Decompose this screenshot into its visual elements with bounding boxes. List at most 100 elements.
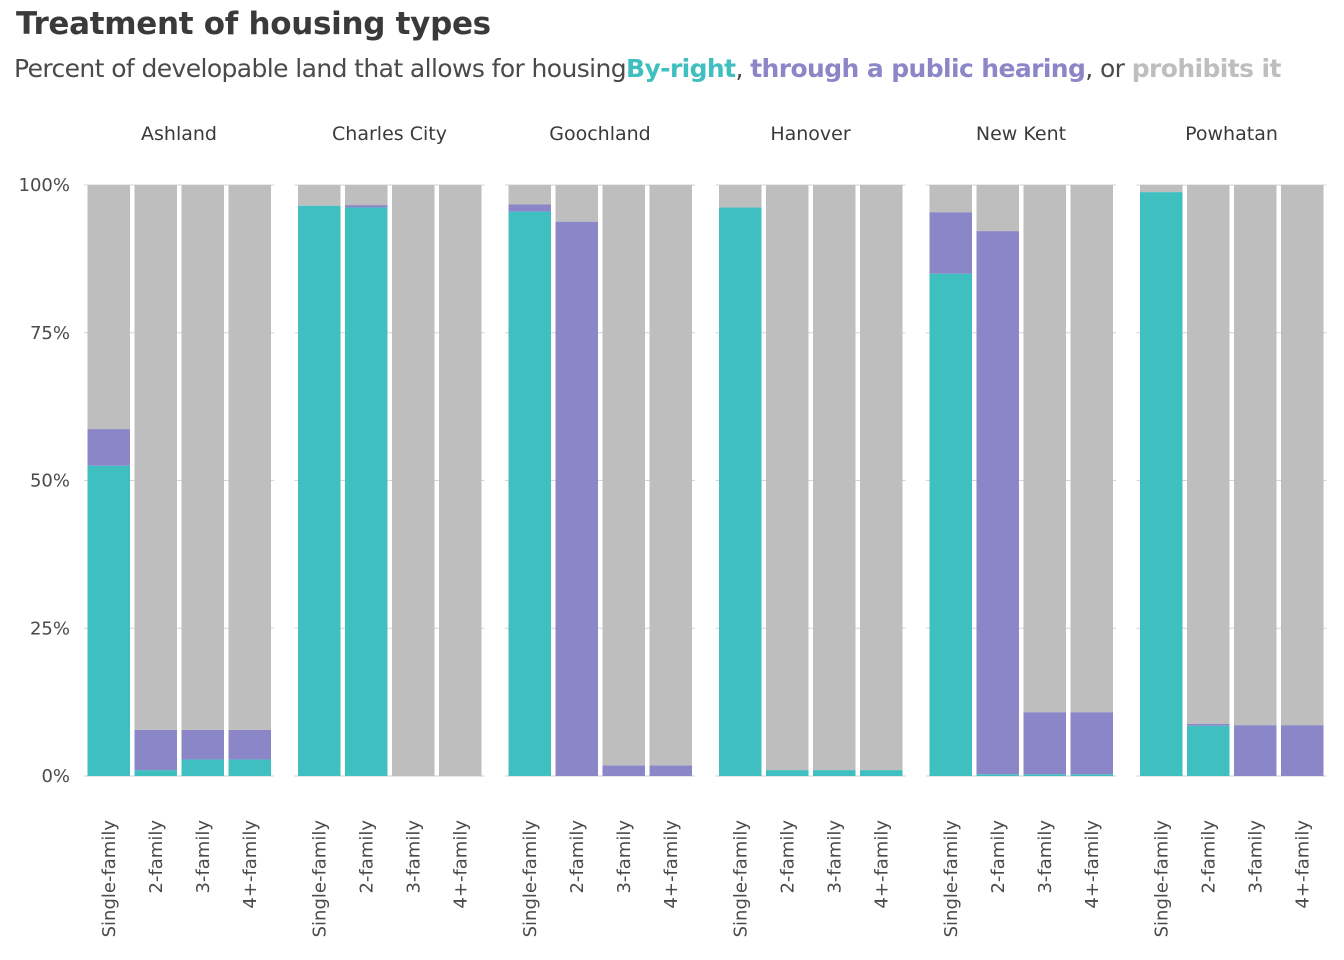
bar-hanover-4-family-by-right: [860, 770, 903, 776]
x-tick-label-new-kent-3-family: 3-family: [1035, 820, 1056, 894]
x-tick-label-hanover-4-family: 4+-family: [871, 820, 892, 909]
x-tick-label-hanover-single-family: Single-family: [730, 820, 751, 938]
bar-ashland-3-family-prohibits-it: [181, 185, 224, 730]
legend-byright: By-right: [626, 54, 736, 83]
bar-new-kent-2-family-through-a-public-hearing: [976, 231, 1019, 775]
bar-powhatan-4-family-prohibits-it: [1281, 185, 1324, 726]
chart-subtitle: Percent of developable land that allows …: [14, 54, 1281, 83]
bar-ashland-single-family-prohibits-it: [87, 185, 130, 430]
bar-goochland-4-family-prohibits-it: [649, 185, 692, 766]
bar-new-kent-3-family-through-a-public-hearing: [1023, 712, 1066, 775]
bar-new-kent-3-family-by-right: [1023, 774, 1066, 776]
bar-ashland-4-family-by-right: [228, 759, 271, 776]
bar-new-kent-4-family-prohibits-it: [1070, 185, 1113, 713]
x-tick-label-goochland-4-family: 4+-family: [661, 820, 682, 909]
bar-ashland-single-family-by-right: [87, 465, 130, 776]
x-tick-label-charles-city-3-family: 3-family: [403, 820, 424, 894]
bar-charles-city-2-family-by-right: [345, 207, 388, 776]
y-tick-label: 0%: [41, 766, 70, 787]
x-tick-label-ashland-3-family: 3-family: [193, 820, 214, 894]
bar-ashland-4-family-through-a-public-hearing: [228, 729, 271, 760]
bar-hanover-4-family-prohibits-it: [860, 185, 903, 771]
bar-ashland-3-family-through-a-public-hearing: [181, 729, 224, 760]
bar-new-kent-2-family-prohibits-it: [976, 185, 1019, 232]
bar-powhatan-3-family-prohibits-it: [1234, 185, 1277, 726]
bar-goochland-single-family-by-right: [508, 211, 551, 777]
bar-ashland-2-family-by-right: [134, 770, 177, 776]
bar-powhatan-3-family-through-a-public-hearing: [1234, 725, 1277, 776]
facet-title-powhatan: Powhatan: [1185, 123, 1278, 145]
x-tick-label-new-kent-single-family: Single-family: [941, 820, 962, 938]
subtitle-sep2: , or: [1085, 54, 1132, 83]
bar-charles-city-2-family-prohibits-it: [345, 185, 388, 206]
bar-powhatan-single-family-prohibits-it: [1140, 185, 1183, 193]
facet-title-new-kent: New Kent: [976, 123, 1066, 145]
bar-hanover-2-family-prohibits-it: [766, 185, 809, 771]
x-tick-label-powhatan-4-family: 4+-family: [1292, 820, 1313, 909]
bar-goochland-3-family-prohibits-it: [602, 185, 645, 766]
facet-title-charles-city: Charles City: [332, 123, 447, 145]
bar-goochland-single-family-prohibits-it: [508, 185, 551, 205]
bar-goochland-2-family-through-a-public-hearing: [555, 221, 598, 777]
y-tick-label: 100%: [19, 175, 70, 196]
x-tick-label-goochland-single-family: Single-family: [520, 820, 541, 938]
x-tick-label-powhatan-3-family: 3-family: [1245, 820, 1266, 894]
x-tick-label-goochland-2-family: 2-family: [567, 820, 588, 894]
bar-goochland-2-family-prohibits-it: [555, 185, 598, 222]
bar-powhatan-2-family-prohibits-it: [1187, 185, 1230, 724]
bar-powhatan-2-family-through-a-public-hearing: [1187, 723, 1230, 726]
bar-ashland-2-family-prohibits-it: [134, 185, 177, 730]
bar-hanover-3-family-by-right: [813, 770, 856, 776]
x-tick-label-ashland-2-family: 2-family: [146, 820, 167, 894]
x-tick-label-hanover-3-family: 3-family: [824, 820, 845, 894]
bar-new-kent-single-family-prohibits-it: [929, 185, 972, 213]
y-tick-label: 50%: [30, 471, 70, 492]
x-tick-label-powhatan-2-family: 2-family: [1198, 820, 1219, 894]
bar-hanover-single-family-by-right: [719, 207, 762, 776]
bar-new-kent-4-family-through-a-public-hearing: [1070, 712, 1113, 775]
bar-ashland-single-family-through-a-public-hearing: [87, 429, 130, 466]
x-tick-label-ashland-single-family: Single-family: [99, 820, 120, 938]
facet-title-ashland: Ashland: [141, 123, 217, 145]
bar-new-kent-4-family-by-right: [1070, 774, 1113, 776]
bar-charles-city-2-family-through-a-public-hearing: [345, 205, 388, 208]
facet-title-hanover: Hanover: [770, 123, 851, 145]
bar-goochland-single-family-through-a-public-hearing: [508, 204, 551, 212]
x-tick-label-powhatan-single-family: Single-family: [1151, 820, 1172, 938]
bar-new-kent-single-family-through-a-public-hearing: [929, 212, 972, 274]
bar-goochland-3-family-through-a-public-hearing: [602, 765, 645, 776]
x-tick-label-new-kent-2-family: 2-family: [988, 820, 1009, 894]
x-tick-label-charles-city-2-family: 2-family: [356, 820, 377, 894]
bar-ashland-3-family-by-right: [181, 759, 224, 776]
x-tick-label-charles-city-4-family: 4+-family: [450, 820, 471, 909]
bar-hanover-3-family-prohibits-it: [813, 185, 856, 771]
bar-hanover-2-family-by-right: [766, 770, 809, 776]
subtitle-sep1: ,: [735, 54, 751, 83]
bar-ashland-4-family-prohibits-it: [228, 185, 271, 730]
x-tick-label-hanover-2-family: 2-family: [777, 820, 798, 894]
x-tick-label-goochland-3-family: 3-family: [614, 820, 635, 894]
bar-charles-city-single-family-prohibits-it: [298, 185, 341, 206]
y-tick-label: 25%: [30, 618, 70, 639]
bar-new-kent-single-family-by-right: [929, 273, 972, 776]
bar-ashland-2-family-through-a-public-hearing: [134, 729, 177, 771]
bar-hanover-single-family-prohibits-it: [719, 185, 762, 208]
facet-title-goochland: Goochland: [549, 123, 651, 145]
chart-title: Treatment of housing types: [16, 6, 491, 42]
x-tick-label-charles-city-single-family: Single-family: [309, 820, 330, 938]
legend-hearing: through a public hearing: [750, 54, 1086, 83]
bar-powhatan-single-family-by-right: [1140, 192, 1183, 777]
x-tick-label-ashland-4-family: 4+-family: [240, 820, 261, 909]
bar-powhatan-2-family-by-right: [1187, 725, 1230, 776]
y-tick-label: 75%: [30, 323, 70, 344]
bar-goochland-4-family-through-a-public-hearing: [649, 765, 692, 776]
subtitle-prefix: Percent of developable land that allows …: [14, 54, 627, 83]
bar-new-kent-2-family-by-right: [976, 774, 1019, 776]
bar-charles-city-3-family-prohibits-it: [392, 185, 435, 776]
bar-charles-city-4-family-prohibits-it: [439, 185, 482, 776]
bar-new-kent-3-family-prohibits-it: [1023, 185, 1066, 713]
bar-charles-city-single-family-by-right: [298, 205, 341, 776]
bar-powhatan-4-family-through-a-public-hearing: [1281, 725, 1324, 776]
x-tick-label-new-kent-4-family: 4+-family: [1082, 820, 1103, 909]
